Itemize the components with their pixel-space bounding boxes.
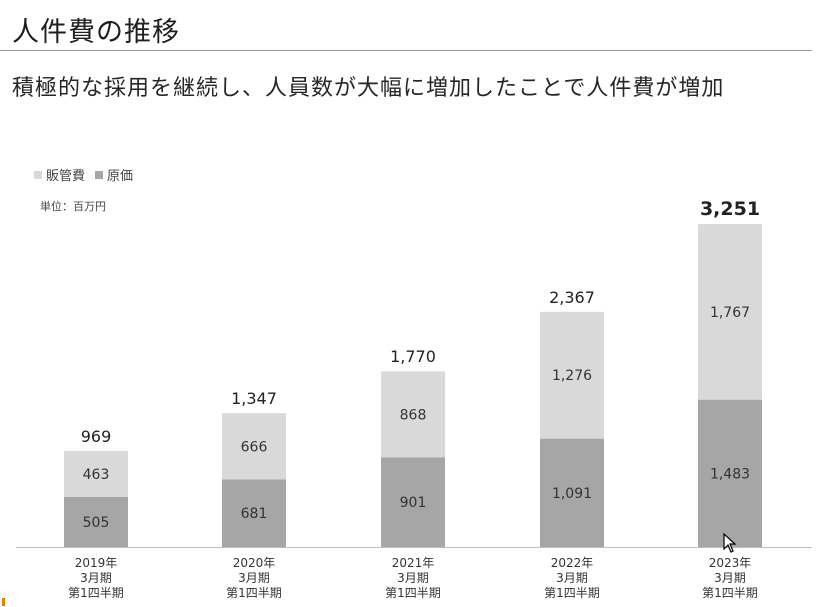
mouse-cursor-icon <box>723 533 737 553</box>
bar-segment-cost-1 <box>222 479 286 547</box>
bar-value-label-cost-3: 1,091 <box>552 486 592 502</box>
x-tick-label-0-0: 2019年 <box>75 556 118 570</box>
x-tick-label-1-0: 2020年 <box>233 556 276 570</box>
bar-value-label-sga-2: 868 <box>400 407 427 423</box>
title-divider <box>0 50 812 51</box>
bar-segment-cost-4 <box>698 399 762 547</box>
x-tick-label-3-0: 2022年 <box>551 556 594 570</box>
bar-total-label-1: 1,347 <box>231 389 277 408</box>
legend-swatch-cost <box>95 170 104 179</box>
bar-value-label-cost-4: 1,483 <box>710 466 750 482</box>
legend-label-sga: 販管費 <box>46 169 86 184</box>
x-tick-label-2-1: 3月期 <box>397 571 429 585</box>
bar-segment-cost-3 <box>540 438 604 547</box>
bar-segment-sga-3 <box>540 311 604 439</box>
bar-segment-sga-0 <box>64 450 128 497</box>
accent-mark <box>2 598 5 606</box>
chart-legend: 販管費 原価 <box>34 165 143 184</box>
bar-segment-cost-2 <box>381 457 445 547</box>
x-tick-label-0-2: 第1四半期 <box>68 586 124 600</box>
bar-value-label-cost-2: 901 <box>400 495 427 511</box>
bar-segment-sga-2 <box>381 371 445 458</box>
bar-value-label-cost-0: 505 <box>83 515 110 531</box>
bar-value-label-sga-4: 1,767 <box>710 305 750 321</box>
x-tick-label-3-1: 3月期 <box>556 571 588 585</box>
bar-value-label-sga-3: 1,276 <box>552 368 592 384</box>
bar-value-label-sga-1: 666 <box>241 439 268 455</box>
x-tick-label-1-2: 第1四半期 <box>226 586 282 600</box>
bar-total-label-0: 969 <box>81 427 112 446</box>
legend-label-cost: 原価 <box>107 169 134 184</box>
bar-value-label-cost-1: 681 <box>241 506 268 522</box>
x-tick-label-2-2: 第1四半期 <box>385 586 441 600</box>
x-tick-label-3-2: 第1四半期 <box>544 586 600 600</box>
unit-label: 単位：百万円 <box>40 200 106 213</box>
page-subtitle: 積極的な採用を継続し、人員数が大幅に増加したことで人件費が増加 <box>12 76 725 101</box>
x-tick-label-4-2: 第1四半期 <box>702 586 758 600</box>
bar-segment-sga-4 <box>698 224 762 400</box>
legend-item-sga: 販管費 <box>34 165 85 184</box>
bar-total-label-4: 3,251 <box>700 198 760 220</box>
x-tick-label-4-1: 3月期 <box>714 571 746 585</box>
bar-value-label-sga-0: 463 <box>83 467 110 483</box>
x-tick-label-2-0: 2021年 <box>392 556 435 570</box>
x-tick-label-4-0: 2023年 <box>709 556 752 570</box>
page-title: 人件費の推移 <box>12 17 180 48</box>
x-tick-label-0-1: 3月期 <box>80 571 112 585</box>
bar-total-label-3: 2,367 <box>549 288 595 307</box>
legend-swatch-sga <box>34 170 42 179</box>
bar-segment-cost-0 <box>64 496 128 547</box>
x-tick-label-1-1: 3月期 <box>238 571 270 585</box>
bar-total-label-2: 1,770 <box>390 347 436 366</box>
bar-segment-sga-1 <box>222 413 286 480</box>
legend-item-cost: 原価 <box>95 165 133 184</box>
